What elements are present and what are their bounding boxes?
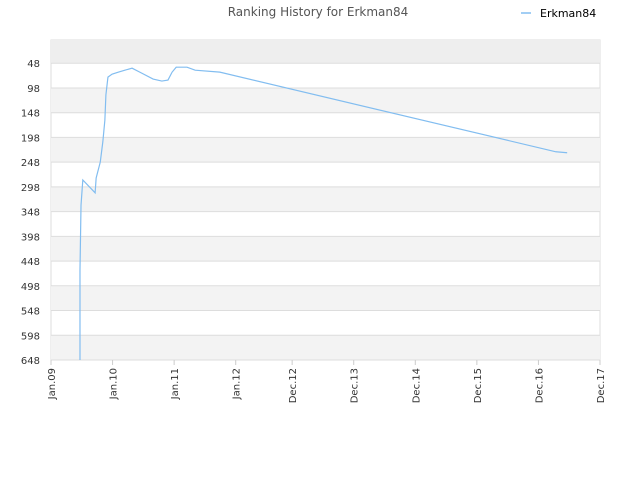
x-tick-label: Dec.15 <box>473 368 484 403</box>
grid-band <box>51 40 600 64</box>
y-tick-label: 498 <box>21 282 40 293</box>
x-tick-label: Dec.16 <box>534 368 545 403</box>
x-tick-label: Dec.12 <box>288 368 299 403</box>
y-tick-label: 398 <box>21 232 40 243</box>
y-tick-label: 298 <box>21 183 40 194</box>
y-tick-label: 648 <box>21 356 40 367</box>
y-tick-label: 548 <box>21 307 40 318</box>
y-tick-label: 248 <box>21 158 40 169</box>
x-tick-label: Dec.17 <box>596 368 607 403</box>
y-tick-label: 148 <box>21 109 40 120</box>
grid-band <box>51 236 600 262</box>
grid-band <box>51 335 600 360</box>
x-tick-label: Jan.09 <box>47 368 58 400</box>
y-tick-label: 598 <box>21 331 40 342</box>
y-tick-label: 448 <box>21 257 40 268</box>
x-tick-label: Dec.14 <box>411 368 422 403</box>
chart-title: Ranking History for Erkman84 <box>228 5 409 19</box>
x-tick-label: Dec.13 <box>350 368 361 403</box>
grid-band <box>51 186 600 212</box>
y-tick-label: 48 <box>27 59 40 70</box>
y-tick-label: 198 <box>21 133 40 144</box>
x-tick-label: Jan.10 <box>109 368 120 400</box>
grid-band <box>51 137 600 163</box>
y-tick-label: 98 <box>27 84 40 95</box>
x-tick-label: Jan.12 <box>232 368 243 400</box>
x-tick-label: Jan.11 <box>170 368 181 400</box>
legend-label: Erkman84 <box>540 7 596 20</box>
y-tick-label: 348 <box>21 208 40 219</box>
grid-band <box>51 285 600 311</box>
series-line <box>79 66 568 360</box>
grid-band <box>51 87 600 113</box>
